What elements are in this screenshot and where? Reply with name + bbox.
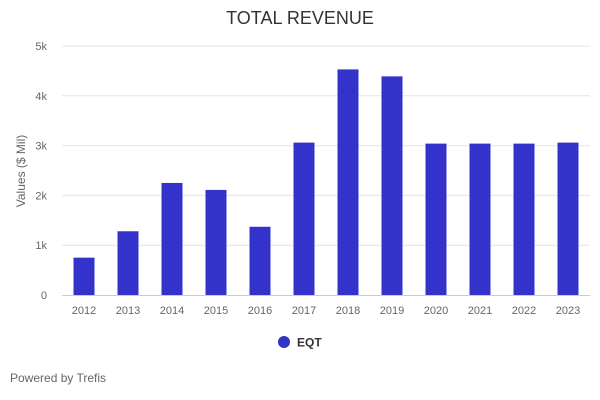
y-tick-label: 3k — [35, 141, 47, 153]
x-tick-label: 2023 — [556, 305, 580, 317]
y-tick-label: 2k — [35, 190, 47, 202]
bar-2020[interactable] — [425, 143, 447, 295]
legend-marker[interactable] — [278, 336, 290, 348]
bar-2023[interactable] — [557, 142, 579, 295]
y-tick-label: 1k — [35, 240, 47, 252]
x-tick-label: 2012 — [72, 305, 96, 317]
credits-link[interactable]: Powered by Trefis — [10, 371, 107, 385]
bar-2015[interactable] — [205, 189, 227, 295]
x-tick-label: 2017 — [292, 305, 316, 317]
x-tick-label: 2016 — [248, 305, 272, 317]
y-tick-label: 0 — [41, 290, 47, 302]
chart-title: TOTAL REVENUE — [226, 8, 374, 28]
legend[interactable]: EQT — [278, 336, 322, 350]
bar-2017[interactable] — [293, 142, 315, 295]
bar-2013[interactable] — [117, 231, 139, 295]
x-tick-label: 2019 — [380, 305, 404, 317]
bar-2018[interactable] — [337, 69, 359, 295]
x-tick-label: 2021 — [468, 305, 492, 317]
x-tick-label: 2014 — [160, 305, 184, 317]
x-tick-label: 2020 — [424, 305, 448, 317]
bar-2022[interactable] — [513, 143, 535, 295]
x-tick-label: 2022 — [512, 305, 536, 317]
bar-2021[interactable] — [469, 143, 491, 295]
bar-2016[interactable] — [249, 226, 271, 295]
x-axis-ticks: 2012 2013 2014 2015 2016 2017 2018 2019 2020 2021… — [72, 305, 580, 317]
legend-label[interactable]: EQT — [297, 336, 322, 350]
grid-lines — [62, 45, 590, 246]
bar-2012[interactable] — [73, 257, 95, 295]
bar-2014[interactable] — [161, 182, 183, 295]
x-tick-label: 2015 — [204, 305, 228, 317]
y-axis-ticks: 0 1k 2k 3k 4k 5k — [35, 41, 47, 302]
x-tick-label: 2018 — [336, 305, 360, 317]
bars — [73, 69, 579, 296]
x-tick-label: 2013 — [116, 305, 140, 317]
bar-2019[interactable] — [381, 76, 403, 296]
y-tick-label: 5k — [35, 41, 47, 53]
y-axis-label: Values ($ Mil) — [14, 135, 28, 207]
y-tick-label: 4k — [35, 91, 47, 103]
